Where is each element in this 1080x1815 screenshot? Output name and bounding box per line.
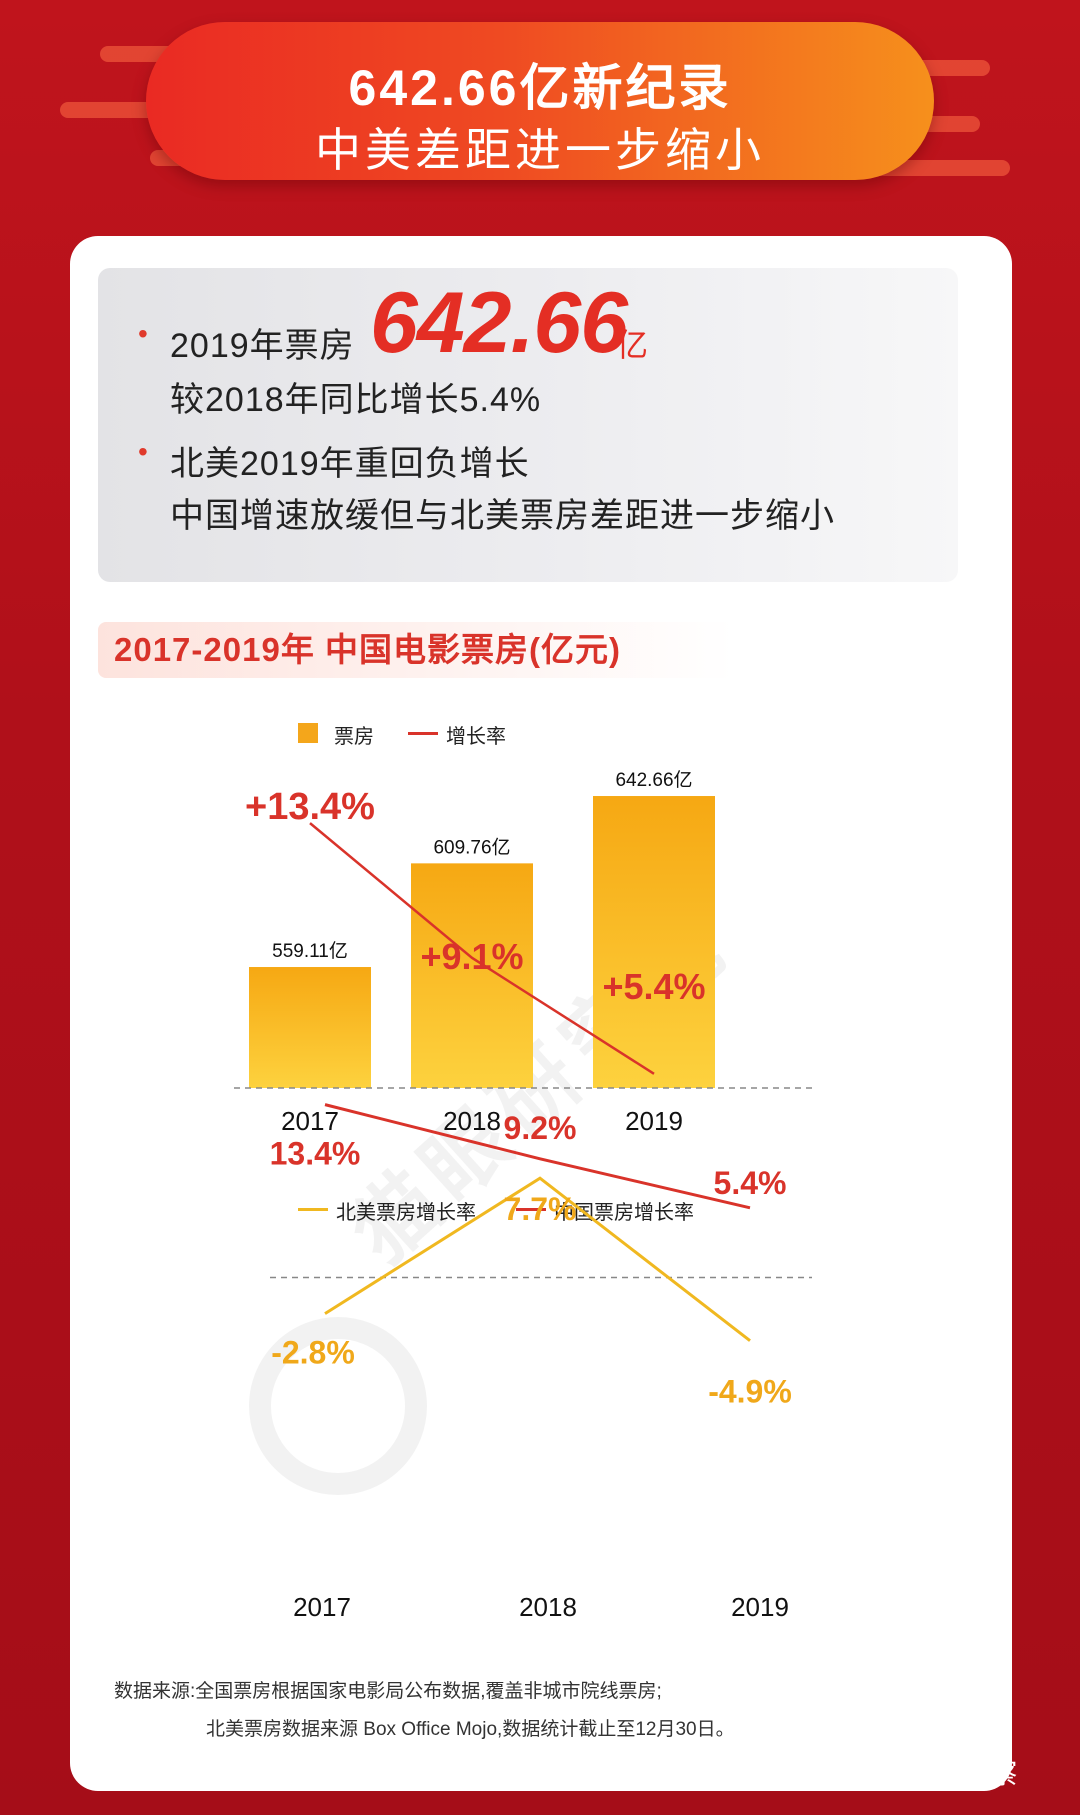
- legend-label-na: 北美票房增长率: [336, 1202, 476, 1224]
- china-growth-label: 9.2%: [504, 1110, 577, 1146]
- growth-rate-line: [309, 822, 655, 1075]
- x-tick-label: 2019: [625, 1106, 683, 1136]
- bar-value-label: 642.66亿: [615, 769, 692, 791]
- china-growth-label: 13.4%: [270, 1136, 361, 1172]
- footer-watermark: 知乎 @文娱商业观察: [757, 1758, 1018, 1789]
- bar-2018: [411, 863, 533, 1088]
- bullet-dot: •: [138, 436, 148, 467]
- x-tick-label: 2018: [443, 1106, 501, 1136]
- china-growth-label: 5.4%: [714, 1165, 787, 1201]
- banner-subtitle: 中美差距进一步缩小: [315, 124, 765, 176]
- legend-label-china: 中国票房增长率: [554, 1202, 694, 1224]
- bar-value-label: 559.11亿: [272, 940, 348, 962]
- banner-title: 642.66亿新纪录: [348, 60, 732, 116]
- bullet-dot: •: [138, 318, 148, 349]
- summary-big-number: 642.66: [370, 275, 628, 371]
- charts-canvas: 559.11亿 2017 609.76亿 2018 642.66亿 2019 +13.4% +…: [234, 769, 812, 1622]
- summary-line3: 北美2019年重回负增长: [170, 445, 530, 483]
- x-tick-label: 2019: [731, 1592, 789, 1622]
- source-line2: 北美票房数据来源 Box Office Mojo,数据统计截止至12月30日。: [206, 1719, 735, 1740]
- source-line1: 数据来源:全国票房根据国家电影局公布数据,覆盖非城市院线票房;: [114, 1681, 662, 1702]
- header-banner: 642.66亿新纪录 中美差距进一步缩小: [146, 22, 934, 180]
- legend-swatch-na: [298, 1208, 328, 1211]
- watermark-logo-icon: [249, 1317, 427, 1495]
- na-growth-line: [324, 1176, 751, 1342]
- legend-label-growth: 增长率: [446, 726, 506, 748]
- china-growth-line: [324, 1103, 751, 1210]
- summary-line1-prefix: 2019年票房: [170, 327, 355, 365]
- na-growth-label: 7.7%: [504, 1191, 577, 1227]
- summary-box: • 2019年票房 642.66 亿 较2018年同比增长5.4% • 北美20…: [98, 268, 958, 582]
- bar-2019: [593, 796, 715, 1088]
- summary-unit: 亿: [616, 327, 649, 363]
- bar-2017: [249, 967, 371, 1088]
- growth-rate-label: +9.1%: [420, 936, 523, 977]
- x-tick-label: 2017: [281, 1106, 339, 1136]
- chart-section-title: 2017-2019年 中国电影票房(亿元): [98, 622, 734, 678]
- x-tick-label: 2017: [293, 1592, 351, 1622]
- na-growth-label: -2.8%: [271, 1335, 355, 1371]
- legend-swatch-boxoffice: [298, 723, 318, 743]
- na-growth-label: -4.9%: [708, 1374, 792, 1410]
- legend-swatch-growth: [408, 732, 438, 735]
- legend-label-boxoffice: 票房: [334, 726, 374, 748]
- x-tick-label: 2018: [519, 1592, 577, 1622]
- bar-value-label: 609.76亿: [433, 836, 510, 858]
- growth-rate-label: +5.4%: [602, 966, 705, 1007]
- content-card: • 2019年票房 642.66 亿 较2018年同比增长5.4% • 北美20…: [70, 236, 1012, 1791]
- growth-rate-label: +13.4%: [245, 786, 375, 828]
- summary-line2: 较2018年同比增长5.4%: [170, 381, 542, 419]
- legend-swatch-china: [516, 1208, 546, 1211]
- summary-line4: 中国增速放缓但与北美票房差距进一步缩小: [170, 497, 835, 535]
